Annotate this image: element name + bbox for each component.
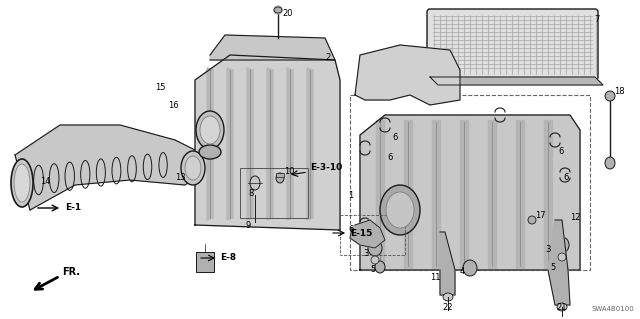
Text: 6: 6 <box>348 226 353 234</box>
Ellipse shape <box>276 173 284 183</box>
Polygon shape <box>355 45 460 105</box>
Polygon shape <box>350 220 385 248</box>
Ellipse shape <box>555 237 569 253</box>
Bar <box>340 215 405 255</box>
Polygon shape <box>548 220 570 305</box>
Ellipse shape <box>14 164 30 202</box>
Ellipse shape <box>371 256 379 264</box>
Ellipse shape <box>557 303 567 311</box>
Bar <box>196 252 214 272</box>
Polygon shape <box>195 55 340 230</box>
Text: E-1: E-1 <box>65 204 81 212</box>
Text: 18: 18 <box>614 87 625 97</box>
Polygon shape <box>210 35 335 60</box>
Text: 6: 6 <box>563 174 568 182</box>
Text: 13: 13 <box>175 174 186 182</box>
Text: 10: 10 <box>284 167 294 176</box>
Text: 14: 14 <box>40 177 51 187</box>
Ellipse shape <box>380 185 420 235</box>
Polygon shape <box>544 120 552 268</box>
Text: E-3-10: E-3-10 <box>310 164 342 173</box>
Polygon shape <box>227 68 233 220</box>
Text: E-8: E-8 <box>220 254 236 263</box>
Bar <box>276 173 284 177</box>
Ellipse shape <box>11 159 33 207</box>
Text: 2: 2 <box>325 54 330 63</box>
Text: 4: 4 <box>460 268 465 277</box>
Ellipse shape <box>368 240 382 256</box>
Ellipse shape <box>181 151 205 185</box>
Polygon shape <box>404 120 412 268</box>
Polygon shape <box>15 125 200 210</box>
Ellipse shape <box>528 216 536 224</box>
Ellipse shape <box>199 145 221 159</box>
Text: 5: 5 <box>550 263 556 272</box>
Polygon shape <box>267 68 273 220</box>
Ellipse shape <box>605 91 615 101</box>
Ellipse shape <box>555 259 565 271</box>
Polygon shape <box>207 68 213 220</box>
Ellipse shape <box>443 293 453 301</box>
Ellipse shape <box>375 261 385 273</box>
Ellipse shape <box>463 260 477 276</box>
Text: E-15: E-15 <box>350 228 372 238</box>
Text: FR.: FR. <box>62 267 80 277</box>
Text: 17: 17 <box>535 211 546 220</box>
Ellipse shape <box>558 253 566 261</box>
Polygon shape <box>360 115 580 270</box>
Polygon shape <box>488 120 496 268</box>
Text: 3: 3 <box>545 246 550 255</box>
Polygon shape <box>516 120 524 268</box>
Text: SWA4B0100: SWA4B0100 <box>591 306 634 312</box>
Bar <box>350 95 590 270</box>
Polygon shape <box>247 68 253 220</box>
Text: 20: 20 <box>282 10 292 19</box>
Polygon shape <box>287 68 293 220</box>
Text: 6: 6 <box>558 147 563 157</box>
Ellipse shape <box>185 156 201 180</box>
FancyBboxPatch shape <box>427 9 598 80</box>
Ellipse shape <box>250 176 260 190</box>
Text: 11: 11 <box>430 273 440 283</box>
Text: 9: 9 <box>245 220 250 229</box>
Ellipse shape <box>605 157 615 169</box>
Ellipse shape <box>274 7 282 13</box>
Polygon shape <box>430 77 603 85</box>
Polygon shape <box>376 120 384 268</box>
Text: 6: 6 <box>387 153 392 162</box>
Bar <box>240 168 308 218</box>
Text: 7: 7 <box>594 16 600 25</box>
Ellipse shape <box>274 6 282 14</box>
Text: 21: 21 <box>556 303 566 313</box>
Text: 8: 8 <box>248 189 253 198</box>
Text: 12: 12 <box>570 213 580 222</box>
Polygon shape <box>460 120 468 268</box>
Ellipse shape <box>386 192 414 228</box>
Polygon shape <box>432 120 440 268</box>
Text: 6: 6 <box>392 133 397 143</box>
Ellipse shape <box>196 111 224 149</box>
Text: 1: 1 <box>348 190 353 199</box>
Text: 22: 22 <box>442 303 452 313</box>
Text: 15: 15 <box>155 84 166 93</box>
Text: 3: 3 <box>363 249 369 257</box>
Polygon shape <box>307 68 313 220</box>
Text: 16: 16 <box>168 100 179 109</box>
Ellipse shape <box>200 116 220 144</box>
Text: 5: 5 <box>370 265 375 275</box>
Polygon shape <box>440 232 455 295</box>
